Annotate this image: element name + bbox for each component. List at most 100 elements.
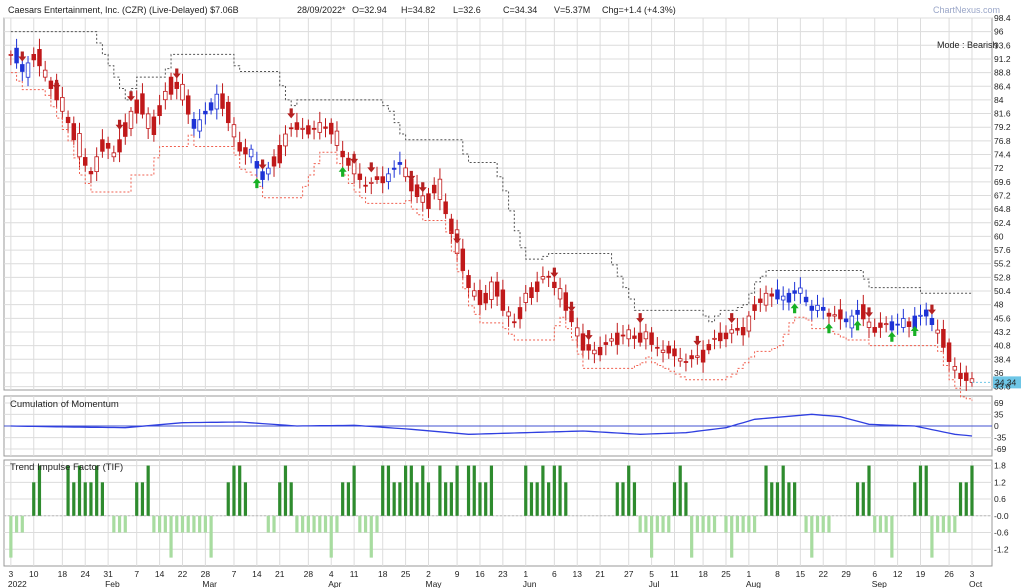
candle-body	[20, 64, 25, 72]
candle-body	[237, 142, 242, 152]
candle-body	[283, 133, 288, 147]
candle-body	[71, 123, 77, 141]
candle-body	[929, 317, 935, 325]
tif-bar-negative	[306, 515, 310, 533]
tif-bar-positive	[775, 482, 780, 516]
tif-bar-positive	[426, 482, 431, 516]
tif-bar-positive	[226, 482, 230, 516]
tif-bar-positive	[855, 482, 860, 516]
candle-body	[105, 142, 111, 149]
tif-bar-negative	[14, 515, 19, 533]
candle-body	[603, 342, 609, 345]
tif-y-tick: -0.6	[994, 528, 1009, 538]
candle-body	[220, 93, 225, 109]
price-y-tick: 98.4	[994, 13, 1011, 23]
candle-body	[546, 275, 551, 278]
candle-body	[266, 167, 271, 175]
x-month-label: Feb	[105, 579, 120, 588]
candle-body	[31, 54, 36, 61]
x-tick-label: 8	[775, 569, 780, 579]
x-tick-label: 7	[134, 569, 139, 579]
tif-bar-positive	[444, 482, 448, 516]
tif-bar-positive	[632, 482, 637, 516]
header-close: C=34.34	[503, 5, 537, 15]
candle-body	[689, 355, 694, 360]
candle-body	[391, 167, 397, 170]
price-y-tick: 81.6	[994, 109, 1011, 119]
tif-bar-negative	[701, 515, 705, 533]
candle-body	[163, 90, 168, 101]
tif-bar-negative	[20, 515, 24, 533]
x-tick-label: 18	[378, 569, 388, 579]
candle-body	[254, 161, 260, 169]
candle-body	[483, 292, 488, 304]
candle-body	[758, 298, 763, 303]
tif-bar-negative	[947, 515, 951, 533]
candle-body	[214, 93, 220, 110]
sell-arrow	[115, 119, 124, 130]
x-month-label: Sep	[872, 579, 887, 588]
candle-body	[718, 332, 723, 342]
sell-arrow	[127, 91, 135, 102]
tif-bar-positive	[484, 482, 488, 516]
candle-body	[317, 122, 323, 133]
x-tick-label: 3	[970, 569, 975, 579]
candle-body	[637, 332, 643, 343]
tif-bar-negative	[827, 515, 831, 533]
candle-body	[849, 315, 855, 329]
candle-body	[231, 124, 237, 138]
tif-bar-negative	[203, 515, 207, 533]
candle-body	[557, 288, 563, 300]
tif-bar-negative	[741, 515, 745, 533]
candle-body	[460, 248, 466, 271]
tif-y-tick: -0.0	[994, 511, 1009, 521]
x-month-label: May	[425, 579, 442, 588]
tif-bar-positive	[232, 465, 236, 516]
candle-body	[832, 314, 837, 317]
price-y-tick: 43.2	[994, 327, 1011, 337]
x-tick-label: 11	[350, 569, 359, 579]
x-tick-label: 28	[304, 569, 314, 579]
candle-body	[826, 312, 832, 317]
x-tick-label: 5	[649, 569, 654, 579]
candle-body	[809, 305, 815, 311]
tif-bar-positive	[678, 465, 682, 516]
tif-bar-positive	[970, 465, 974, 516]
tif-bar-positive	[77, 465, 82, 516]
buy-arrow	[910, 326, 919, 337]
candle-body	[197, 119, 202, 132]
sell-arrow	[636, 313, 645, 324]
tif-bar-negative	[638, 515, 642, 533]
tif-bar-positive	[83, 482, 87, 516]
tif-bar-negative	[272, 515, 276, 533]
candle-body	[569, 310, 574, 323]
candle-body	[523, 292, 528, 303]
x-tick-label: 14	[155, 569, 165, 579]
candle-body	[649, 332, 654, 345]
candle-body	[563, 292, 569, 311]
tif-bar-positive	[913, 482, 917, 516]
sell-arrow	[693, 335, 702, 346]
tif-bar-positive	[964, 482, 968, 516]
candle-body	[386, 173, 391, 182]
x-tick-label: 31	[103, 569, 113, 579]
x-tick-label: 27	[624, 569, 634, 579]
candle-body	[580, 333, 586, 351]
candle-body	[740, 327, 746, 336]
x-tick-label: 18	[58, 569, 68, 579]
candle-body	[683, 361, 689, 363]
candle-body	[855, 309, 860, 315]
candle-body	[94, 156, 99, 173]
candle-body	[363, 184, 368, 187]
candle-body	[615, 332, 620, 345]
candle-body	[180, 83, 185, 101]
tif-bar-negative	[690, 515, 694, 558]
candle-body	[403, 167, 408, 178]
candle-body	[723, 332, 729, 340]
tif-bar-negative	[112, 515, 116, 533]
candle-body	[357, 173, 363, 180]
sell-arrow	[52, 79, 61, 90]
trailing-stop-line	[10, 72, 973, 401]
candle-body	[248, 148, 254, 158]
candle-body	[712, 337, 717, 340]
